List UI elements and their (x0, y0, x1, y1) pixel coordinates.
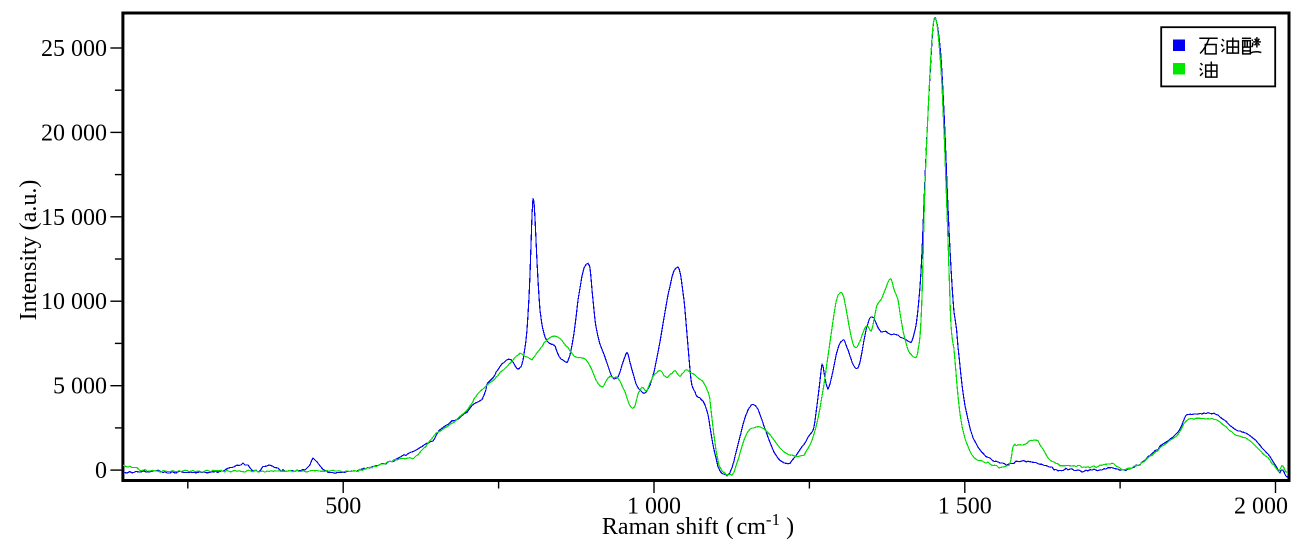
svg-text:1 500: 1 500 (938, 494, 992, 520)
svg-text:Intensity (a.u.): Intensity (a.u.) (16, 180, 42, 321)
svg-text:20 000: 20 000 (41, 120, 107, 146)
svg-text:500: 500 (325, 494, 361, 520)
svg-text:15 000: 15 000 (41, 205, 107, 231)
svg-text:10 000: 10 000 (41, 289, 107, 315)
svg-text:0: 0 (95, 458, 107, 484)
svg-text:Raman shift(cm-1): Raman shift(cm-1) (602, 510, 794, 540)
svg-text:5 000: 5 000 (53, 374, 107, 400)
svg-text:25 000: 25 000 (41, 36, 107, 62)
svg-text:2 000: 2 000 (1234, 494, 1288, 520)
svg-text:1 000: 1 000 (627, 494, 681, 520)
